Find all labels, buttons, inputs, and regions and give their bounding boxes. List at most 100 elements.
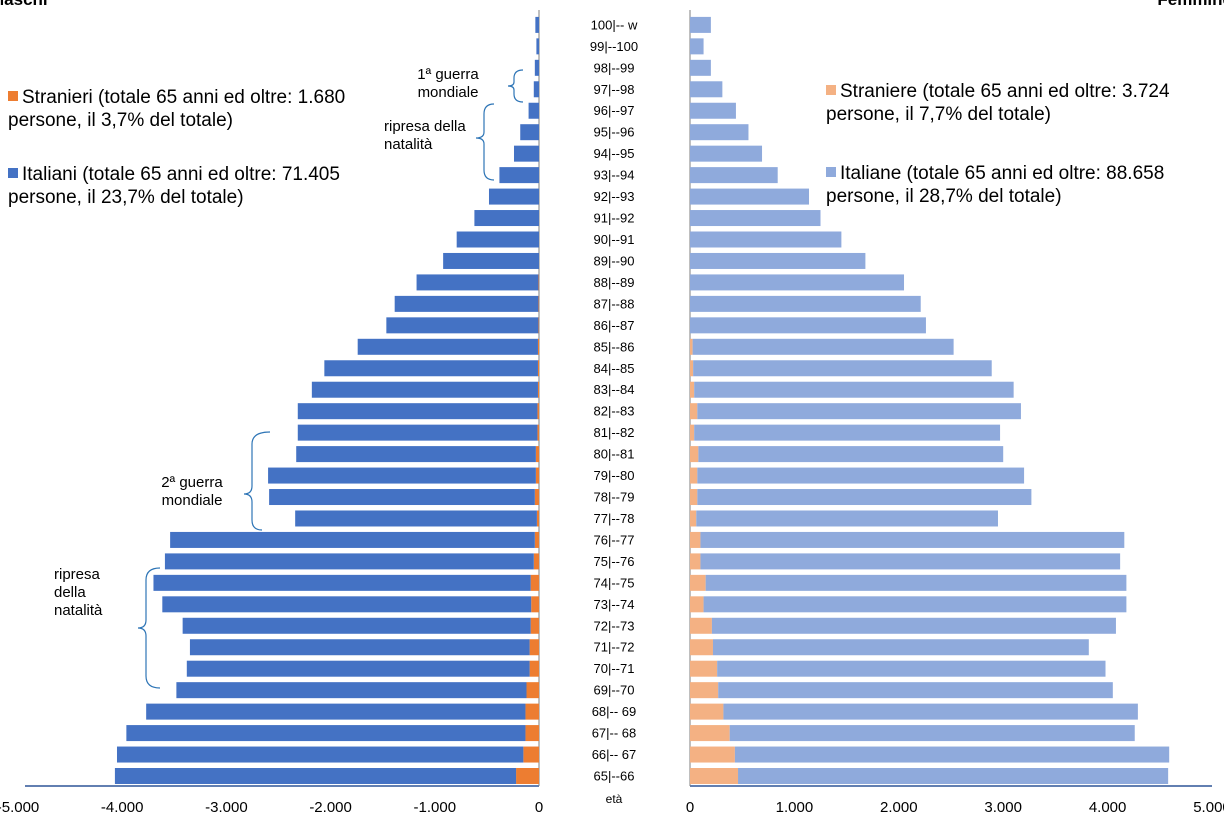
bar-italiani [324, 360, 538, 377]
bar-italiani [513, 145, 539, 162]
bar-straniere [690, 574, 706, 591]
age-label: 73|--74 [594, 597, 635, 612]
legend-italiane-label: Italiane (totale 65 anni ed oltre: 88.65… [826, 163, 1165, 207]
bracket-birth-recovery-bottom [137, 567, 161, 689]
age-label: 85|--86 [594, 339, 635, 354]
bar-italiani [520, 124, 539, 141]
bar-straniere [690, 553, 701, 570]
bar-italiani [456, 231, 539, 248]
male-tick-label: -5.000 [0, 799, 39, 816]
bar-italiane [694, 424, 1001, 441]
bar-italiane [738, 768, 1169, 784]
bar-stranieri [523, 746, 539, 763]
age-label: 80|--81 [594, 447, 635, 462]
legend-stranieri: Stranieri (totale 65 anni ed oltre: 1.68… [8, 86, 348, 132]
age-label: 66|-- 67 [592, 747, 637, 762]
bar-italiani [295, 510, 537, 527]
age-label: 69|--70 [594, 683, 635, 698]
female-tick-label: 2.000 [880, 799, 918, 816]
bar-stranieri [537, 338, 539, 355]
legend-italiani: Italiani (totale 65 anni ed oltre: 71.40… [8, 163, 366, 209]
bar-stranieri [525, 725, 539, 742]
age-label: 97|--98 [594, 82, 635, 97]
bar-italiane [692, 338, 954, 355]
bar-stranieri [538, 295, 539, 312]
bar-stranieri [525, 703, 539, 720]
bar-italiane [690, 252, 866, 269]
bar-italiane [711, 617, 1116, 634]
age-label: 89|--90 [594, 253, 635, 268]
bar-straniere [690, 531, 701, 548]
bar-straniere [690, 617, 712, 634]
bar-italiani [394, 295, 539, 312]
bar-italiane [703, 596, 1127, 613]
bar-italiani [153, 574, 531, 591]
age-label: 77|--78 [594, 511, 635, 526]
bar-straniere [690, 489, 698, 506]
bar-italiane [694, 381, 1014, 398]
bar-italiane [697, 403, 1021, 420]
bar-straniere [690, 510, 697, 527]
legend-straniere-label: Straniere (totale 65 anni ed oltre: 3.72… [826, 81, 1170, 125]
bar-stranieri [537, 381, 539, 398]
age-label: 94|--95 [594, 146, 635, 161]
age-label: 72|--73 [594, 618, 635, 633]
male-tick-label: -1.000 [414, 799, 457, 816]
bar-stranieri [530, 617, 539, 634]
bar-stranieri [526, 682, 539, 699]
male-tick-label: -3.000 [205, 799, 248, 816]
bar-straniere [690, 768, 739, 784]
bar-italiane [697, 489, 1032, 506]
age-label: 88|--89 [594, 275, 635, 290]
bar-italiani [189, 639, 530, 656]
bar-italiani [535, 16, 539, 33]
bar-stranieri [529, 660, 539, 677]
age-label: 71|--72 [594, 640, 635, 655]
age-label: 75|--76 [594, 554, 635, 569]
bar-italiane [697, 467, 1025, 484]
bar-italiani [416, 274, 539, 291]
bar-italiani [488, 188, 539, 205]
bar-straniere [690, 682, 719, 699]
bar-italiane [712, 639, 1089, 656]
bar-straniere [690, 596, 704, 613]
bar-italiani [146, 703, 526, 720]
bar-italiane [700, 531, 1125, 548]
bar-italiane [718, 682, 1113, 699]
bar-italiani [164, 553, 534, 570]
bar-stranieri [529, 639, 539, 656]
bar-italiani [474, 210, 539, 227]
bar-stranieri [516, 768, 539, 784]
age-label: 86|--87 [594, 318, 635, 333]
age-label: 81|--82 [594, 425, 635, 440]
bar-italiani [536, 38, 539, 55]
bar-italiane [690, 124, 749, 141]
legend-italiane: Italiane (totale 65 anni ed oltre: 88.65… [826, 162, 1222, 208]
female-tick-label: 4.000 [1089, 799, 1127, 816]
annotation-birth-recovery-top: ripresa della natalità [384, 118, 466, 153]
bar-italiani [170, 531, 535, 548]
age-label: 70|--71 [594, 661, 635, 676]
age-label: 78|--79 [594, 490, 635, 505]
annotation-first-world-war: 1ª guerra mondiale [417, 66, 479, 101]
bar-straniere [690, 660, 718, 677]
bar-straniere [690, 746, 735, 763]
bar-stranieri [530, 574, 539, 591]
bar-italiani [357, 338, 538, 355]
bar-italiane [690, 102, 736, 119]
bar-italiane [705, 574, 1127, 591]
age-label: 93|--94 [594, 168, 635, 183]
bar-italiani [533, 81, 539, 98]
bar-stranieri [534, 531, 539, 548]
bar-italiane [690, 317, 926, 334]
annotation-birth-recovery-bottom: ripresa della natalità [54, 566, 103, 619]
female-header: Femmine [1157, 0, 1224, 10]
bar-italiani [126, 725, 526, 742]
bar-italiani [162, 596, 532, 613]
age-label: 83|--84 [594, 382, 635, 397]
bracket-birth-recovery-top [475, 103, 495, 181]
bar-stranieri [531, 596, 539, 613]
bar-italiane [700, 553, 1121, 570]
age-label: 68|-- 69 [592, 704, 637, 719]
legend-straniere: Straniere (totale 65 anni ed oltre: 3.72… [826, 80, 1222, 126]
